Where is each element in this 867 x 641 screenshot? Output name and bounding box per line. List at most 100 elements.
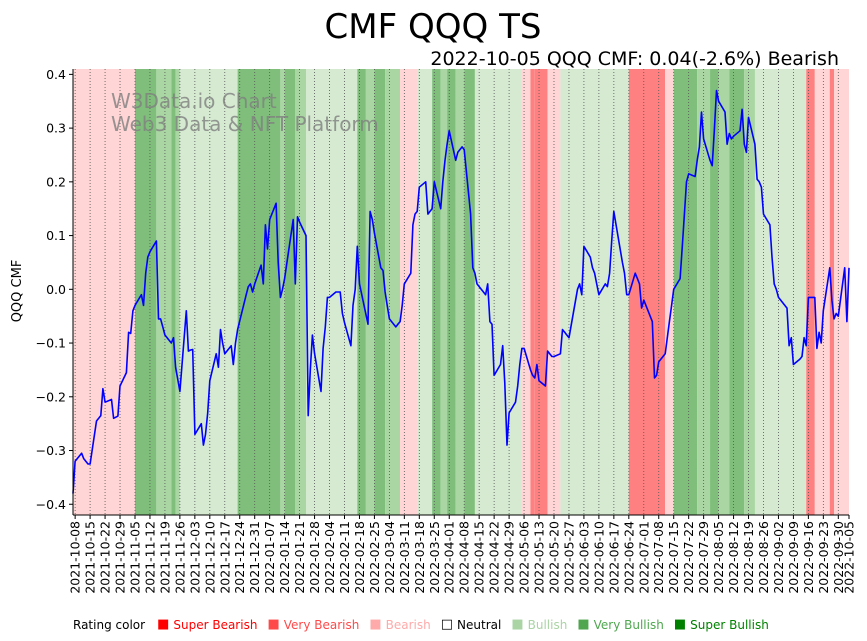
x-tick-label: 2022-07-01	[636, 521, 651, 594]
y-tick-label: −0.3	[36, 443, 66, 458]
band-37	[806, 69, 815, 515]
legend-label: Bearish	[385, 617, 431, 632]
y-axis-label: QQQ CMF	[10, 260, 25, 323]
x-tick-label: 2021-12-03	[187, 521, 202, 594]
x-tick-label: 2022-09-23	[816, 521, 831, 594]
legend-item-neutral: □ Neutral	[441, 617, 502, 632]
x-tick-label: 2022-09-16	[801, 521, 816, 594]
legend-label: Bullish	[527, 617, 568, 632]
band-21	[464, 69, 475, 515]
band-23	[521, 69, 531, 515]
band-28	[628, 69, 666, 515]
band-15	[400, 69, 418, 515]
x-tick-label: 2022-04-08	[457, 521, 472, 594]
legend-item-very-bearish: ■ Very Bearish	[267, 617, 359, 632]
x-tick-label: 2022-08-12	[726, 521, 741, 594]
x-tick-label: 2022-06-10	[591, 521, 606, 594]
legend-label: Super Bullish	[690, 617, 769, 632]
x-tick-label: 2022-10-05	[842, 521, 857, 594]
x-tick-label: 2022-05-13	[532, 521, 547, 594]
legend-swatch: ■	[369, 617, 382, 632]
x-tick-label: 2022-09-09	[786, 521, 801, 594]
x-tick-label: 2022-04-01	[442, 521, 457, 594]
band-22	[474, 69, 522, 515]
x-tick-label: 2022-08-26	[756, 521, 771, 594]
rating-bands	[73, 69, 849, 515]
band-1	[134, 69, 157, 515]
band-14	[385, 69, 401, 515]
x-tick-label: 2022-07-15	[666, 521, 681, 594]
legend-item-bullish: ■ Bullish	[511, 617, 567, 632]
legend-label: Neutral	[457, 617, 502, 632]
x-tick-label: 2021-12-31	[247, 521, 262, 594]
band-35	[744, 69, 755, 515]
x-tick-label: 2022-02-25	[367, 521, 382, 594]
legend-swatch: □	[440, 617, 454, 632]
x-tick-label: 2022-03-04	[382, 521, 397, 594]
x-tick-label: 2022-02-18	[352, 521, 367, 594]
x-tick-label: 2022-03-11	[397, 521, 412, 594]
band-6	[237, 69, 281, 515]
x-tick-label: 2022-09-02	[771, 521, 786, 594]
x-tick-label: 2022-05-06	[517, 521, 532, 594]
legend-items: ■ Super Bearish ■ Very Bearish ■ Bearish □ Neut…	[157, 617, 779, 632]
x-tick-label: 2021-10-22	[98, 521, 113, 594]
x-tick-label: 2022-07-08	[651, 521, 666, 594]
legend-swatch: ■	[673, 617, 687, 632]
x-tick-label: 2022-09-30	[831, 521, 846, 594]
band-24	[530, 69, 535, 515]
band-18	[440, 69, 448, 515]
x-tick-label: 2021-11-26	[172, 521, 187, 594]
y-tick-label: 0.1	[46, 228, 66, 243]
band-0	[73, 69, 135, 515]
band-3	[171, 69, 176, 515]
x-tick-label: 2021-12-24	[232, 521, 247, 594]
x-tick-label: 2022-02-04	[322, 521, 337, 594]
x-tick-label: 2022-01-07	[262, 521, 277, 594]
x-tick-label: 2021-12-17	[217, 521, 232, 594]
y-tick-label: −0.2	[36, 389, 66, 404]
x-tick-label: 2021-11-12	[143, 521, 158, 594]
band-4	[175, 69, 180, 515]
legend-item-super-bearish: ■ Super Bearish	[157, 617, 257, 632]
legend-label: Very Bullish	[593, 617, 664, 632]
x-tick-label: 2022-01-14	[277, 521, 292, 594]
legend-item-very-bullish: ■ Very Bullish	[577, 617, 664, 632]
x-tick-label: 2022-01-21	[292, 521, 307, 594]
y-axis-ticks: −0.4 −0.3 −0.2 −0.1 0.0 0.1 0.2 0.3 0.4	[36, 67, 73, 512]
band-20	[455, 69, 465, 515]
watermark-line-1: W3Data.io Chart	[111, 89, 277, 113]
watermark: W3Data.io Chart Web3 Data & NFT Platform	[111, 89, 379, 136]
axes	[72, 69, 849, 516]
x-tick-label: 2021-12-10	[202, 521, 217, 594]
y-tick-label: 0.2	[46, 174, 66, 189]
x-tick-label: 2021-11-19	[157, 521, 172, 594]
band-30	[673, 69, 698, 515]
band-25	[534, 69, 548, 515]
x-tick-label: 2022-07-22	[681, 521, 696, 594]
watermark-line-2: Web3 Data & NFT Platform	[111, 112, 379, 136]
band-13	[374, 69, 386, 515]
legend-swatch: ■	[267, 617, 280, 632]
legend-label: Very Bearish	[283, 617, 360, 632]
x-axis-ticks: 2021-10-08 2021-10-15 2021-10-22 2021-10-29…	[68, 515, 857, 594]
legend-title: Rating color	[73, 617, 146, 632]
band-34	[729, 69, 745, 515]
x-tick-label: 2021-11-05	[128, 521, 143, 594]
x-tick-label: 2022-05-27	[562, 521, 577, 594]
x-tick-label: 2022-04-29	[502, 521, 517, 594]
y-tick-label: 0.4	[46, 67, 66, 82]
x-tick-label: 2022-07-29	[696, 521, 711, 594]
x-tick-label: 2022-04-15	[472, 521, 487, 594]
band-16	[417, 69, 433, 515]
band-17	[432, 69, 441, 515]
band-27	[560, 69, 629, 515]
x-tick-label: 2022-01-28	[307, 521, 322, 594]
y-tick-label: −0.4	[36, 497, 66, 512]
chart-title: CMF QQQ TS	[325, 7, 542, 47]
band-38	[814, 69, 830, 515]
weekly-gridlines	[74, 69, 839, 515]
x-tick-label: 2022-04-22	[487, 521, 502, 594]
x-tick-label: 2022-06-17	[606, 521, 621, 594]
chart-subtitle: 2022-10-05 QQQ CMF: 0.04(-2.6%) Bearish	[430, 48, 839, 70]
